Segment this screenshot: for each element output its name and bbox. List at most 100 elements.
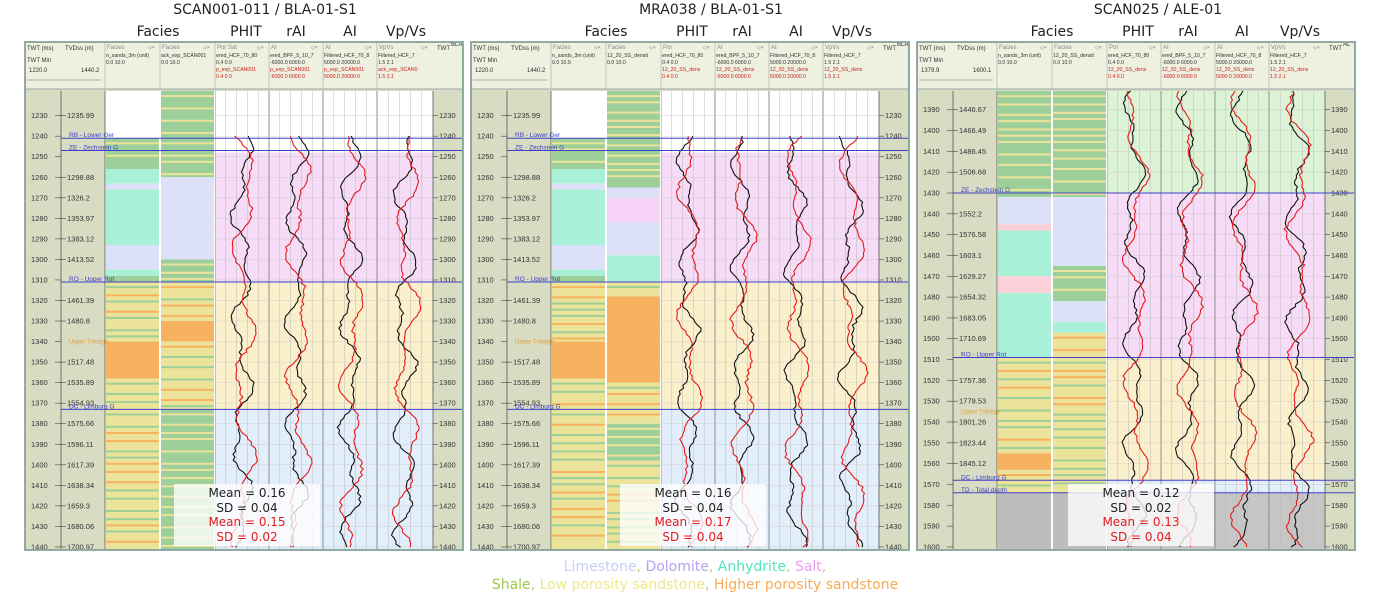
right-twt-tick-label: 1370: [885, 399, 902, 408]
right-twt-tick-label: 1420: [1331, 168, 1348, 177]
twt-tick-label: 1430: [31, 522, 48, 531]
panel-1-measured-sd: SD = 0.02: [216, 529, 278, 544]
right-twt-tick-label: 1290: [885, 234, 902, 243]
header-track-sub2: ack_exp_SCAN0: [378, 67, 418, 73]
facies-stripe-shale: [552, 302, 605, 305]
tvd-tick-label: 1446.67: [959, 105, 986, 114]
facies-stripe-low-porosity-sandstone: [161, 95, 214, 98]
ai-measured-curve: [782, 136, 809, 548]
right-axis-background: [433, 91, 463, 549]
facies-stripe-low-porosity-sandstone: [552, 142, 605, 145]
phit-measured-curve: [229, 135, 255, 548]
facies-block-limestone: [1053, 301, 1106, 323]
tvd-tick-label: 1383.12: [513, 234, 540, 243]
horizon-label: RB - Lower Ger: [69, 132, 115, 139]
legend-shale: Shale: [491, 577, 531, 593]
legend-low-porosity-sandstone: Low porosity sandstone: [539, 577, 705, 593]
tvd-tick-label: 1383.12: [67, 234, 94, 243]
facies-stripe-higher-porosity-sandstone: [1053, 376, 1106, 379]
panel-1-title: SCAN001-011 / BLA-01-S1: [173, 2, 357, 18]
panel-2-measured-mean: Mean = 0.17: [654, 515, 732, 529]
ai-measured-curve: [1228, 90, 1256, 548]
twt-tick-label: 1310: [477, 275, 494, 284]
facies-stripe-higher-porosity-sandstone: [161, 345, 214, 348]
panel-1-col-vpvs: Vp/Vs: [385, 24, 427, 40]
rai-measured-curve: [1174, 90, 1202, 548]
panel-header: TWT (ms) TVDss (m) TWT Min 1220.0 1440.2 TWTB…: [471, 42, 909, 90]
right-twt-tick-label: 1290: [439, 234, 456, 243]
header-track-range2: 5000.0 20000.0: [770, 74, 806, 80]
right-twt-tick-label: 1400: [439, 460, 456, 469]
facies-block-salt-light: [998, 224, 1051, 231]
facies-block-shale: [552, 275, 605, 283]
header-track-close-icon: ◇×: [1095, 45, 1102, 51]
facies-stripe-shale: [1053, 361, 1106, 364]
twt-tick-label: 1410: [923, 147, 940, 156]
horizon-label: RO - Upper Rot: [69, 276, 114, 283]
facies-stripe-low-porosity-sandstone: [1053, 95, 1106, 98]
right-twt-tick-label: 1420: [439, 501, 456, 510]
right-twt-tick-label: 1280: [439, 214, 456, 223]
phit-model-curve: [1121, 90, 1151, 548]
facies-stripe-low-porosity-sandstone: [607, 101, 660, 104]
facies-stripe-low-porosity-sandstone: [161, 154, 214, 157]
facies-block-limestone: [998, 197, 1051, 225]
header-track-name: VpVs: [379, 45, 393, 51]
facies-stripe-low-porosity-sandstone: [161, 132, 214, 135]
facies-stripe-shale: [1053, 474, 1106, 477]
twt-tick-label: 1550: [923, 438, 940, 447]
facies-track-1: [551, 91, 606, 549]
ai-model-curve: [337, 136, 367, 548]
header-track-range: 0.0 10.0: [998, 60, 1017, 66]
facies-stripe-low-porosity-sandstone: [998, 153, 1051, 156]
right-twt-tick-label: 1330: [885, 317, 902, 326]
facies-stripe-low-porosity-sandstone: [998, 95, 1051, 98]
facies-stripe-higher-porosity-sandstone: [998, 386, 1051, 389]
depth-axis-left: 1230 1240 1250 1260 1270 1280 1290 1300 1310 1320…: [25, 91, 106, 550]
facies-block-anhydrite: [998, 334, 1051, 358]
header-track-range2: -6000.0 6000.0: [1162, 74, 1197, 80]
tvd-tick-label: 1517.48: [513, 358, 540, 367]
tvd-tick-label: 1535.89: [67, 378, 94, 387]
facies-block-low-porosity-sandstone: [161, 341, 214, 410]
header-track-range2: 1.5 2.1: [378, 74, 394, 80]
facies-block-limestone: [106, 245, 159, 270]
facies-stripe-low-porosity-sandstone: [552, 160, 605, 163]
panel-3-col-vpvs: Vp/Vs: [1279, 24, 1321, 40]
twt-tick-label: 1440: [923, 209, 940, 218]
facies-stripe-low-porosity-sandstone: [998, 113, 1051, 116]
facies-track-2: [606, 91, 661, 549]
right-twt-tick-label: 1400: [885, 460, 902, 469]
header-track-name: VpVs: [1271, 45, 1285, 51]
well-log-panel-2: TWT (ms) TVDss (m) TWT Min 1220.0 1440.2 TWTB…: [470, 41, 910, 551]
facies-stripe-low-porosity-sandstone: [161, 477, 214, 480]
header-track-sub: Filtered_HCF_70_8: [770, 53, 815, 59]
facies-stripe-low-porosity-sandstone: [998, 134, 1051, 137]
legend-separator: ,: [821, 559, 827, 575]
facies-block-shale: [161, 91, 214, 178]
facies-stripe-higher-porosity-sandstone: [161, 399, 214, 402]
twt-tick-label: 1260: [31, 173, 48, 182]
horizon-label: RO - Upper Rot: [961, 351, 1006, 358]
twt-tick-label: 1540: [923, 418, 940, 427]
twt-tick-label: 1340: [31, 337, 48, 346]
tvd-tick-label: 1680.06: [513, 522, 540, 531]
header-track-sub: ered_HCF_70_80: [1108, 53, 1149, 59]
facies-stripe-higher-porosity-sandstone: [552, 286, 605, 289]
header-well-tag: BLA: [897, 42, 908, 48]
panel-3-col-phit: PHIT: [1122, 24, 1154, 40]
twt-tick-label: 1420: [477, 501, 494, 510]
facies-stripe-shale: [552, 390, 605, 393]
facies-stripe-higher-porosity-sandstone: [161, 314, 214, 317]
tvd-tick-label: 1535.89: [513, 378, 540, 387]
twt-tick-label: 1570: [923, 480, 940, 489]
facies-stripe-higher-porosity-sandstone: [106, 540, 159, 543]
phit-measured-curve: [1121, 90, 1147, 548]
facies-stripe-low-porosity-sandstone: [1053, 149, 1106, 152]
facies-track-2: [160, 91, 215, 549]
panel-2-col-vpvs: Vp/Vs: [831, 24, 873, 40]
depth-axis-right: 1390140014101420143014401450146014701480…: [1324, 91, 1355, 550]
panel-2-col-ai: AI: [789, 24, 803, 40]
facies-stripe-higher-porosity-sandstone: [552, 534, 605, 537]
log-curves: [229, 135, 422, 548]
